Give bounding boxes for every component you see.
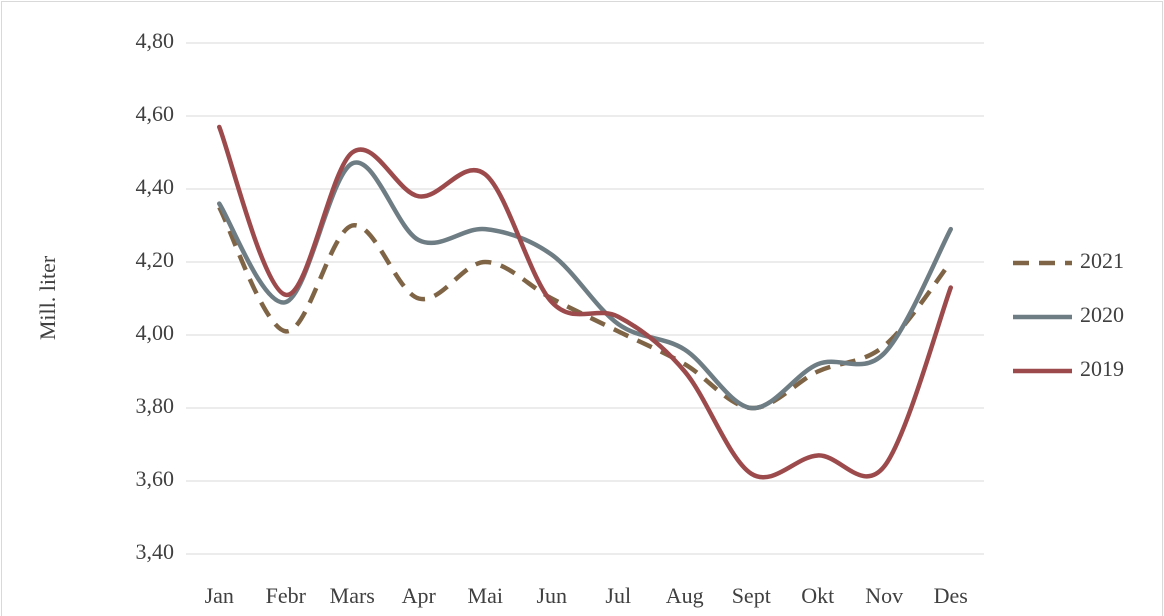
y-tick-label: 4,00 <box>136 320 175 345</box>
x-tick-label: Jun <box>536 583 567 608</box>
line-series <box>217 124 953 480</box>
x-tick-label: Apr <box>402 583 437 608</box>
y-axis-label: Mill. liter <box>35 255 60 340</box>
x-tick-label: Aug <box>666 583 704 608</box>
legend-label: 2020 <box>1080 302 1124 327</box>
x-tick-label: Mai <box>468 583 503 608</box>
y-tick-label: 3,40 <box>136 539 175 564</box>
x-tick-label: Nov <box>865 583 903 608</box>
legend-label: 2019 <box>1080 356 1124 381</box>
x-tick-label: Mars <box>330 583 375 608</box>
y-tick-label: 3,60 <box>136 466 175 491</box>
x-tick-label: Jul <box>605 583 631 608</box>
line-series <box>217 206 953 411</box>
y-tick-label: 4,80 <box>136 28 175 53</box>
y-tick-label: 3,80 <box>136 393 175 418</box>
y-tick-label: 4,60 <box>136 101 175 126</box>
x-tick-label: Jan <box>205 583 234 608</box>
x-tick-label: Sept <box>732 583 771 608</box>
x-tick-label: Okt <box>801 583 834 608</box>
legend-label: 2021 <box>1080 248 1124 273</box>
y-tick-label: 4,40 <box>136 174 175 199</box>
x-tick-label: Des <box>934 583 968 608</box>
x-tick-label: Febr <box>266 583 307 608</box>
y-tick-label: 4,20 <box>136 247 175 272</box>
